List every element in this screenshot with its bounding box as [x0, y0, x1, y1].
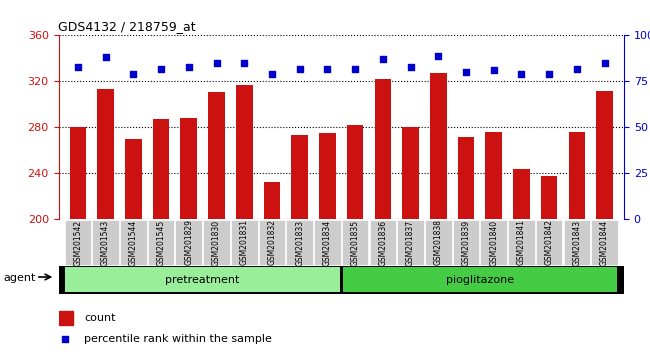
Text: GSM201844: GSM201844 — [600, 219, 609, 266]
Bar — [486, 132, 502, 354]
Bar — [402, 127, 419, 354]
Point — [294, 66, 305, 72]
Point — [572, 66, 582, 72]
Bar — [203, 221, 230, 264]
Point — [378, 57, 388, 62]
Text: GSM201835: GSM201835 — [350, 219, 359, 266]
Bar — [58, 312, 73, 325]
Bar — [513, 169, 530, 354]
Bar — [541, 176, 558, 354]
Text: GSM201545: GSM201545 — [157, 219, 166, 266]
Bar — [92, 221, 119, 264]
Bar — [347, 125, 363, 354]
Bar — [314, 221, 341, 264]
Bar — [369, 221, 396, 264]
Text: count: count — [84, 313, 116, 323]
Point — [544, 71, 554, 77]
Point — [100, 55, 110, 60]
Text: GSM201836: GSM201836 — [378, 219, 387, 266]
Point — [266, 71, 277, 77]
Bar — [430, 73, 447, 354]
Text: GSM201832: GSM201832 — [267, 219, 276, 266]
Text: GSM201542: GSM201542 — [73, 219, 83, 266]
Point — [461, 69, 471, 75]
Bar — [181, 118, 197, 354]
Bar — [287, 221, 313, 264]
Text: GSM201830: GSM201830 — [212, 219, 221, 266]
Bar — [564, 221, 590, 264]
Bar — [98, 90, 114, 354]
Point — [599, 60, 610, 66]
Bar — [236, 85, 253, 354]
Bar — [231, 221, 257, 264]
Bar — [374, 79, 391, 354]
Bar — [596, 91, 613, 354]
Bar — [592, 221, 618, 264]
Bar — [508, 221, 535, 264]
Bar — [176, 221, 202, 264]
Bar — [208, 92, 225, 354]
Bar — [153, 119, 170, 354]
Point — [239, 60, 250, 66]
Bar — [125, 139, 142, 354]
Point — [128, 71, 138, 77]
Point — [73, 64, 83, 69]
Point — [406, 64, 416, 69]
Text: percentile rank within the sample: percentile rank within the sample — [84, 334, 272, 344]
Bar — [458, 137, 474, 354]
Point — [489, 68, 499, 73]
Bar — [425, 221, 452, 264]
Text: GSM201543: GSM201543 — [101, 219, 110, 266]
Bar — [259, 221, 285, 264]
Text: GSM201829: GSM201829 — [185, 219, 193, 266]
Point — [60, 336, 70, 342]
Bar — [343, 268, 617, 292]
Point — [516, 71, 526, 77]
Bar — [70, 127, 86, 354]
Text: GSM201834: GSM201834 — [323, 219, 332, 266]
Text: GSM201843: GSM201843 — [573, 219, 581, 266]
Point — [156, 66, 166, 72]
Point — [211, 60, 222, 66]
Bar — [148, 221, 174, 264]
Bar — [536, 221, 562, 264]
Text: GSM201544: GSM201544 — [129, 219, 138, 266]
Text: GSM201831: GSM201831 — [240, 219, 249, 266]
Text: GDS4132 / 218759_at: GDS4132 / 218759_at — [58, 20, 196, 33]
Text: GSM201842: GSM201842 — [545, 219, 554, 266]
Bar — [66, 268, 340, 292]
Bar — [480, 221, 507, 264]
Bar — [120, 221, 147, 264]
Text: pretreatment: pretreatment — [166, 275, 240, 285]
Bar — [569, 132, 585, 354]
Point — [322, 66, 333, 72]
Point — [183, 64, 194, 69]
Bar — [342, 221, 369, 264]
Text: GSM201841: GSM201841 — [517, 219, 526, 266]
Text: pioglitazone: pioglitazone — [446, 275, 514, 285]
Bar — [264, 182, 280, 354]
Text: GSM201840: GSM201840 — [489, 219, 498, 266]
Text: GSM201837: GSM201837 — [406, 219, 415, 266]
Bar — [397, 221, 424, 264]
Point — [350, 66, 360, 72]
Bar — [64, 221, 91, 264]
Point — [433, 53, 443, 58]
Text: agent: agent — [3, 273, 36, 283]
Text: GSM201838: GSM201838 — [434, 219, 443, 266]
Text: GSM201839: GSM201839 — [462, 219, 471, 266]
Bar — [291, 136, 308, 354]
Bar — [452, 221, 479, 264]
Bar — [319, 133, 335, 354]
Text: GSM201833: GSM201833 — [295, 219, 304, 266]
